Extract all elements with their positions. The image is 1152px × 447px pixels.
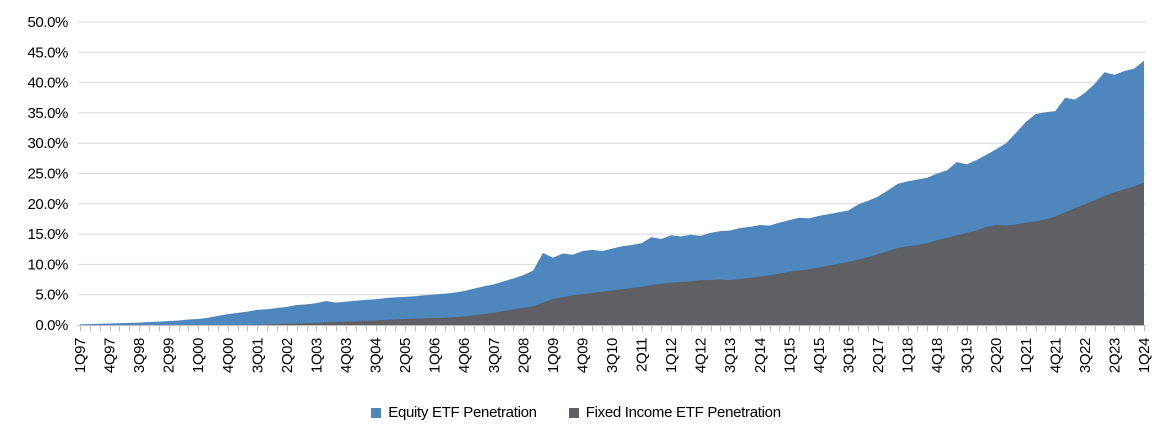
legend-item-equity: Equity ETF Penetration (371, 404, 537, 421)
x-tick-label: 2Q05 (397, 338, 414, 373)
x-tick-label: 4Q21 (1047, 338, 1064, 373)
x-tick-label: 1Q06 (427, 338, 444, 373)
x-tick-label: 1Q00 (190, 338, 207, 373)
x-tick-label: 3Q13 (722, 338, 739, 373)
fixed-income-legend-label: Fixed Income ETF Penetration (585, 404, 781, 421)
equity-legend-label: Equity ETF Penetration (388, 404, 537, 421)
x-tick-label: 4Q09 (574, 338, 591, 373)
x-tick-label: 3Q01 (249, 338, 266, 373)
x-tick-label: 1Q21 (1018, 338, 1035, 373)
x-tick-label: 2Q14 (752, 338, 769, 373)
x-tick-label: 2Q23 (1106, 338, 1123, 373)
x-tick-label: 2Q08 (515, 338, 532, 373)
x-tick-label: 3Q98 (131, 338, 148, 373)
equity-legend-swatch (371, 407, 382, 418)
x-tick-label: 4Q03 (338, 338, 355, 373)
x-tick-label: 1Q24 (1136, 338, 1152, 373)
legend-item-fixed-income: Fixed Income ETF Penetration (568, 404, 781, 421)
y-tick-label: 50.0% (27, 14, 68, 31)
x-tick-label: 2Q20 (988, 338, 1005, 373)
x-tick-label: 1Q09 (545, 338, 562, 373)
x-tick-label: 1Q18 (900, 338, 917, 373)
x-tick-label: 4Q18 (929, 338, 946, 373)
y-tick-label: 30.0% (27, 135, 68, 152)
y-tick-label: 10.0% (27, 256, 68, 273)
x-tick-label: 2Q17 (870, 338, 887, 373)
x-tick-label: 1Q12 (663, 338, 680, 373)
x-tick-label: 1Q03 (308, 338, 325, 373)
x-tick-label: 3Q10 (604, 338, 621, 373)
x-tick-label: 4Q15 (811, 338, 828, 373)
fixed-income-legend-swatch (568, 407, 579, 418)
y-tick-label: 5.0% (35, 287, 68, 304)
fixed-income-area-series (80, 182, 1144, 325)
x-tick-label: 4Q06 (456, 338, 473, 373)
x-tick-label: 4Q00 (220, 338, 237, 373)
y-tick-label: 15.0% (27, 226, 68, 243)
x-tick-label: 2Q99 (161, 338, 178, 373)
x-tick-label: 3Q04 (368, 338, 385, 373)
x-tick-label: 1Q15 (781, 338, 798, 373)
x-tick-label: 3Q19 (959, 338, 976, 373)
x-tick-label: 4Q12 (693, 338, 710, 373)
x-tick-label: 3Q16 (840, 338, 857, 373)
y-tick-label: 0.0% (35, 317, 68, 334)
y-tick-label: 40.0% (27, 75, 68, 92)
x-tick-label: 1Q97 (72, 338, 89, 373)
x-tick-label: 2Q11 (634, 338, 651, 372)
y-tick-label: 20.0% (27, 196, 68, 213)
area-chart-plot: 0.0% 5.0% 10.0% 15.0% 20.0% 25.0% 30.0% 35.0% 40… (27, 14, 1152, 373)
y-tick-label: 35.0% (27, 105, 68, 122)
y-tick-label: 45.0% (27, 44, 68, 61)
x-tick-label: 3Q22 (1077, 338, 1094, 373)
x-tick-label: 2Q02 (279, 338, 296, 373)
x-tick-label: 3Q07 (486, 338, 503, 373)
chart-legend: Equity ETF Penetration Fixed Income ETF … (0, 404, 1152, 421)
y-tick-label: 25.0% (27, 166, 68, 183)
x-tick-label: 4Q97 (102, 338, 119, 373)
